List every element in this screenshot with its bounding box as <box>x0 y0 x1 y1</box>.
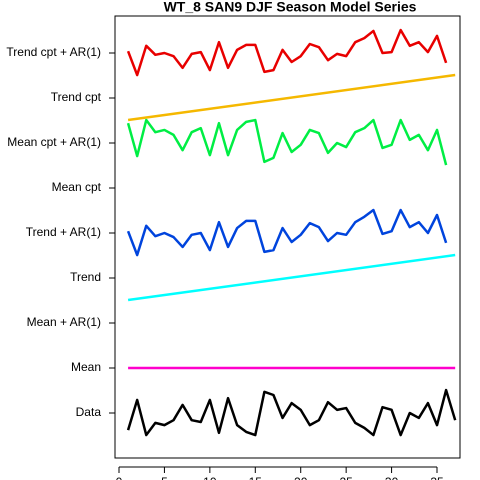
x-tick-label: 5 <box>161 475 168 480</box>
y-tick-label: Mean <box>71 360 101 374</box>
series-line <box>126 388 457 437</box>
series-line <box>127 253 456 302</box>
y-tick-label: Trend + AR(1) <box>26 225 101 239</box>
y-tick-label: Data <box>76 405 102 419</box>
series-line <box>126 118 448 166</box>
x-tick-label: 0 <box>116 475 123 480</box>
chart-title: WT_8 SAN9 DJF Season Model Series <box>164 0 417 15</box>
x-tick-label: 35 <box>430 475 444 480</box>
x-tick-label: 30 <box>385 475 399 480</box>
x-tick-label: 10 <box>203 475 217 480</box>
series-line <box>126 28 448 77</box>
x-tick-label: 15 <box>249 475 263 480</box>
y-tick-label: Trend cpt <box>51 90 102 104</box>
series-line <box>127 73 456 122</box>
y-tick-label: Trend cpt + AR(1) <box>6 45 101 59</box>
x-tick-label: 20 <box>294 475 308 480</box>
y-tick-label: Mean cpt <box>52 180 102 194</box>
y-tick-label: Trend <box>70 270 101 284</box>
y-tick-label: Mean + AR(1) <box>27 315 101 329</box>
series-line <box>126 208 448 257</box>
x-tick-label: 25 <box>339 475 353 480</box>
y-tick-label: Mean cpt + AR(1) <box>7 135 101 149</box>
plot-frame <box>114 15 461 459</box>
